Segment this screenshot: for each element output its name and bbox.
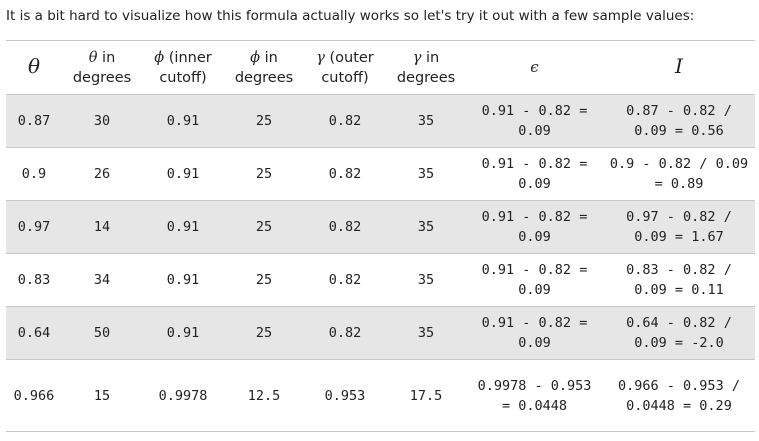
cell-theta: 0.9 xyxy=(21,166,47,182)
cell-gamma: 0.82 xyxy=(328,113,362,129)
header-label: in degrees xyxy=(396,49,456,86)
cell-intensity: 0.64 - 0.82 / 0.09 = -2.0 xyxy=(626,315,732,351)
cell-gamma: 0.82 xyxy=(328,272,362,288)
header-label: (inner cutoff) xyxy=(159,49,212,86)
cell-epsilon: 0.91 - 0.82 = 0.09 xyxy=(481,103,588,139)
cell-intensity: 0.87 - 0.82 / 0.09 = 0.56 xyxy=(626,103,732,139)
cell-phi: 0.9978 xyxy=(158,387,208,404)
cell-gamma: 0.82 xyxy=(328,325,362,341)
table-row: 0.966 15 0.9978 12.5 0.953 17.5 0.9978 -… xyxy=(6,360,755,432)
intro-paragraph: It is a bit hard to visualize how this f… xyxy=(6,8,695,24)
gamma-symbol: γ xyxy=(316,49,325,66)
cell-theta: 0.83 xyxy=(17,272,51,288)
cell-theta: 0.64 xyxy=(17,325,51,341)
header-gamma-degrees: γ in degrees xyxy=(386,40,466,95)
cell-gamma-degrees: 17.5 xyxy=(409,387,443,404)
cell-epsilon: 0.91 - 0.82 = 0.09 xyxy=(481,156,588,192)
cell-epsilon: 0.9978 - 0.953 = 0.0448 xyxy=(477,377,592,414)
table-row: 0.97 14 0.91 25 0.82 35 0.91 - 0.82 = 0.… xyxy=(6,200,755,254)
header-intensity: I xyxy=(603,40,755,95)
cell-phi-degrees: 12.5 xyxy=(247,387,281,404)
cell-phi-degrees: 25 xyxy=(255,325,273,341)
cell-theta-degrees: 30 xyxy=(93,113,111,129)
header-gamma-outer-cutoff: γ (outer cutoff) xyxy=(304,40,386,95)
cell-epsilon: 0.91 - 0.82 = 0.09 xyxy=(481,315,588,351)
cell-phi-degrees: 25 xyxy=(255,166,273,182)
cell-gamma: 0.82 xyxy=(328,166,362,182)
cell-theta: 0.97 xyxy=(17,219,51,235)
table-row: 0.87 30 0.91 25 0.82 35 0.91 - 0.82 = 0.… xyxy=(6,94,755,148)
phi-symbol: ϕ xyxy=(154,49,165,66)
header-theta: θ xyxy=(6,40,62,95)
header-label: (outer cutoff) xyxy=(321,49,374,86)
cell-theta-degrees: 15 xyxy=(93,387,111,404)
cell-intensity: 0.97 - 0.82 / 0.09 = 1.67 xyxy=(626,209,732,245)
cell-theta-degrees: 50 xyxy=(93,325,111,341)
cell-epsilon: 0.91 - 0.82 = 0.09 xyxy=(481,262,588,298)
cell-theta-degrees: 26 xyxy=(93,166,111,182)
cell-theta: 0.87 xyxy=(17,113,51,129)
cell-intensity: 0.83 - 0.82 / 0.09 = 0.11 xyxy=(626,262,732,298)
cell-gamma: 0.953 xyxy=(324,387,366,404)
cell-gamma-degrees: 35 xyxy=(417,272,435,288)
cell-phi-degrees: 25 xyxy=(255,272,273,288)
cell-phi: 0.91 xyxy=(166,166,200,182)
phi-symbol: ϕ xyxy=(250,49,261,66)
epsilon-symbol: ϵ xyxy=(530,58,539,76)
header-label: in degrees xyxy=(234,49,294,86)
header-phi-inner-cutoff: ϕ (inner cutoff) xyxy=(142,40,224,95)
cell-gamma-degrees: 35 xyxy=(417,219,435,235)
cell-epsilon: 0.91 - 0.82 = 0.09 xyxy=(481,209,588,245)
gamma-symbol: γ xyxy=(412,49,422,66)
cell-gamma-degrees: 35 xyxy=(417,113,435,129)
cell-intensity: 0.9 - 0.82 / 0.09 = 0.89 xyxy=(609,156,749,192)
cell-gamma-degrees: 35 xyxy=(417,166,435,182)
intensity-symbol: I xyxy=(675,54,683,78)
theta-symbol: θ xyxy=(88,49,98,66)
cell-gamma-degrees: 35 xyxy=(417,325,435,341)
cell-theta: 0.966 xyxy=(13,387,55,404)
sample-values-table: θ θ in degrees ϕ (inner cutoff) ϕ in deg… xyxy=(6,40,755,432)
header-theta-degrees: θ in degrees xyxy=(62,40,142,95)
header-epsilon: ϵ xyxy=(466,40,603,95)
table-row: 0.64 50 0.91 25 0.82 35 0.91 - 0.82 = 0.… xyxy=(6,306,755,360)
cell-phi-degrees: 25 xyxy=(255,113,273,129)
cell-phi: 0.91 xyxy=(166,272,200,288)
cell-theta-degrees: 34 xyxy=(93,272,111,288)
cell-phi: 0.91 xyxy=(166,219,200,235)
theta-symbol: θ xyxy=(27,54,41,78)
cell-gamma: 0.82 xyxy=(328,219,362,235)
table-row: 0.83 34 0.91 25 0.82 35 0.91 - 0.82 = 0.… xyxy=(6,254,755,307)
cell-phi-degrees: 25 xyxy=(255,219,273,235)
cell-theta-degrees: 14 xyxy=(93,219,111,235)
header-label: in degrees xyxy=(72,49,132,86)
cell-phi: 0.91 xyxy=(166,113,200,129)
cell-intensity: 0.966 - 0.953 / 0.0448 = 0.29 xyxy=(618,377,740,414)
header-phi-degrees: ϕ in degrees xyxy=(224,40,304,95)
table-row: 0.9 26 0.91 25 0.82 35 0.91 - 0.82 = 0.0… xyxy=(6,148,755,201)
cell-phi: 0.91 xyxy=(166,325,200,341)
table-header-row: θ θ in degrees ϕ (inner cutoff) ϕ in deg… xyxy=(6,40,755,95)
